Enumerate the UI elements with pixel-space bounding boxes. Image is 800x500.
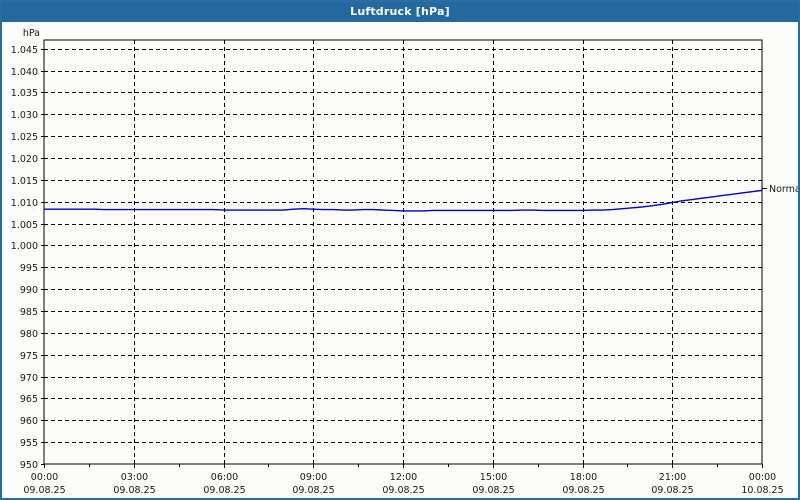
y-axis-tick-label: 1.015 xyxy=(11,176,38,187)
y-axis-tick-label: 1.010 xyxy=(11,198,38,209)
y-axis-tick-label: 1.035 xyxy=(11,88,38,99)
x-axis-date-label: 09.08.25 xyxy=(651,485,693,496)
x-axis-date-label: 09.08.25 xyxy=(23,485,65,496)
y-axis-tick-label: 995 xyxy=(20,263,38,274)
x-axis-time-label: 00:00 xyxy=(749,472,776,483)
window-title-bar: Luftdruck [hPa] xyxy=(2,2,798,22)
y-axis-tick-label: 1.020 xyxy=(11,154,38,165)
y-axis-tick-label: 975 xyxy=(20,351,38,362)
x-axis-time-label: 00:00 xyxy=(31,472,58,483)
x-axis-time-label: 03:00 xyxy=(121,472,148,483)
normal-annotation-label: Normal xyxy=(769,184,798,195)
y-axis-tick-label: 990 xyxy=(20,285,38,296)
y-axis-tick-label: 1.000 xyxy=(11,241,38,252)
minor-ticks xyxy=(44,464,763,468)
normal-annotation: Normal xyxy=(762,184,798,195)
horizontal-gridlines xyxy=(41,49,762,465)
x-axis-time-label: 12:00 xyxy=(390,472,417,483)
y-axis-tick-label: 960 xyxy=(20,416,38,427)
y-axis-tick-label: 965 xyxy=(20,394,38,405)
x-axis-time-label: 09:00 xyxy=(300,472,327,483)
x-axis-date-label: 09.08.25 xyxy=(382,485,424,496)
chart-canvas: 1.045 1.040 1.035 1.030 1.025 1.020 1.015 1.010… xyxy=(2,22,798,498)
x-axis-date-label: 09.08.25 xyxy=(562,485,604,496)
y-axis-tick-label: 1.040 xyxy=(11,67,38,78)
axis-frame xyxy=(43,39,763,465)
x-axis-date-label: 09.08.25 xyxy=(113,485,155,496)
y-axis-unit-label: hPa xyxy=(23,28,40,39)
y-axis-tick-label: 950 xyxy=(20,460,38,471)
x-axis-date-label: 09.08.25 xyxy=(292,485,334,496)
y-axis-tick-label: 970 xyxy=(20,373,38,384)
x-axis-time-label: 21:00 xyxy=(659,472,686,483)
pressure-series-line xyxy=(43,189,763,212)
x-axis-time-label: 18:00 xyxy=(570,472,597,483)
x-axis-date-label: 09.08.25 xyxy=(203,485,245,496)
x-axis-date-label: 09.08.25 xyxy=(472,485,514,496)
page-title: Luftdruck [hPa] xyxy=(350,5,450,18)
y-axis-tick-label: 985 xyxy=(20,307,38,318)
vertical-gridlines xyxy=(134,40,673,464)
title-bar-background xyxy=(2,2,798,22)
y-axis-tick-label: 955 xyxy=(20,438,38,449)
y-axis-tick-labels: 1.045 1.040 1.035 1.030 1.025 1.020 1.015 1.010… xyxy=(11,45,38,471)
x-axis-time-label: 06:00 xyxy=(211,472,238,483)
x-axis-tick-labels: 00:00 09.08.25 03:00 09.08.25 06:00 09.08.25 0… xyxy=(23,472,783,496)
pressure-line-chart: 1.045 1.040 1.035 1.030 1.025 1.020 1.015 1.010… xyxy=(11,28,798,496)
x-axis-time-label: 15:00 xyxy=(480,472,507,483)
y-axis-tick-label: 1.030 xyxy=(11,110,38,121)
y-axis-tick-label: 980 xyxy=(20,329,38,340)
y-axis-tick-label: 1.025 xyxy=(11,132,38,143)
y-axis-tick-label: 1.045 xyxy=(11,45,38,56)
y-axis-tick-label: 1.005 xyxy=(11,220,38,231)
x-axis-date-label: 10.08.25 xyxy=(741,485,783,496)
